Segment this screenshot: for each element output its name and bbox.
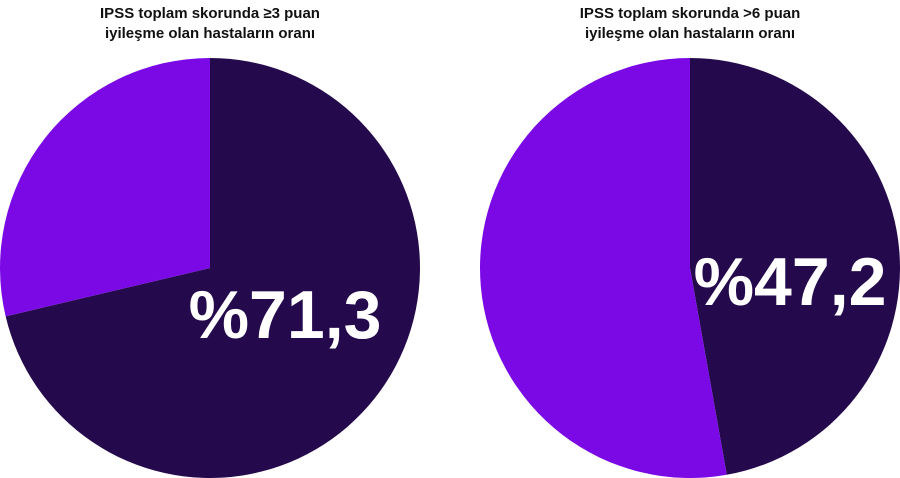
value-label: %71,3 [189, 277, 382, 353]
chart-title: IPSS toplam skorunda ≥3 puan [100, 5, 320, 22]
value-label: %47,2 [694, 244, 887, 320]
pie-slice [690, 58, 900, 475]
pie-slice [0, 58, 210, 317]
chart-title: IPSS toplam skorunda >6 puan [580, 5, 800, 22]
chart-title: iyileşme olan hastaların oranı [105, 25, 315, 42]
chart-title: iyileşme olan hastaların oranı [585, 25, 795, 42]
pie-slice [480, 58, 727, 478]
pie-slice [5, 58, 420, 478]
